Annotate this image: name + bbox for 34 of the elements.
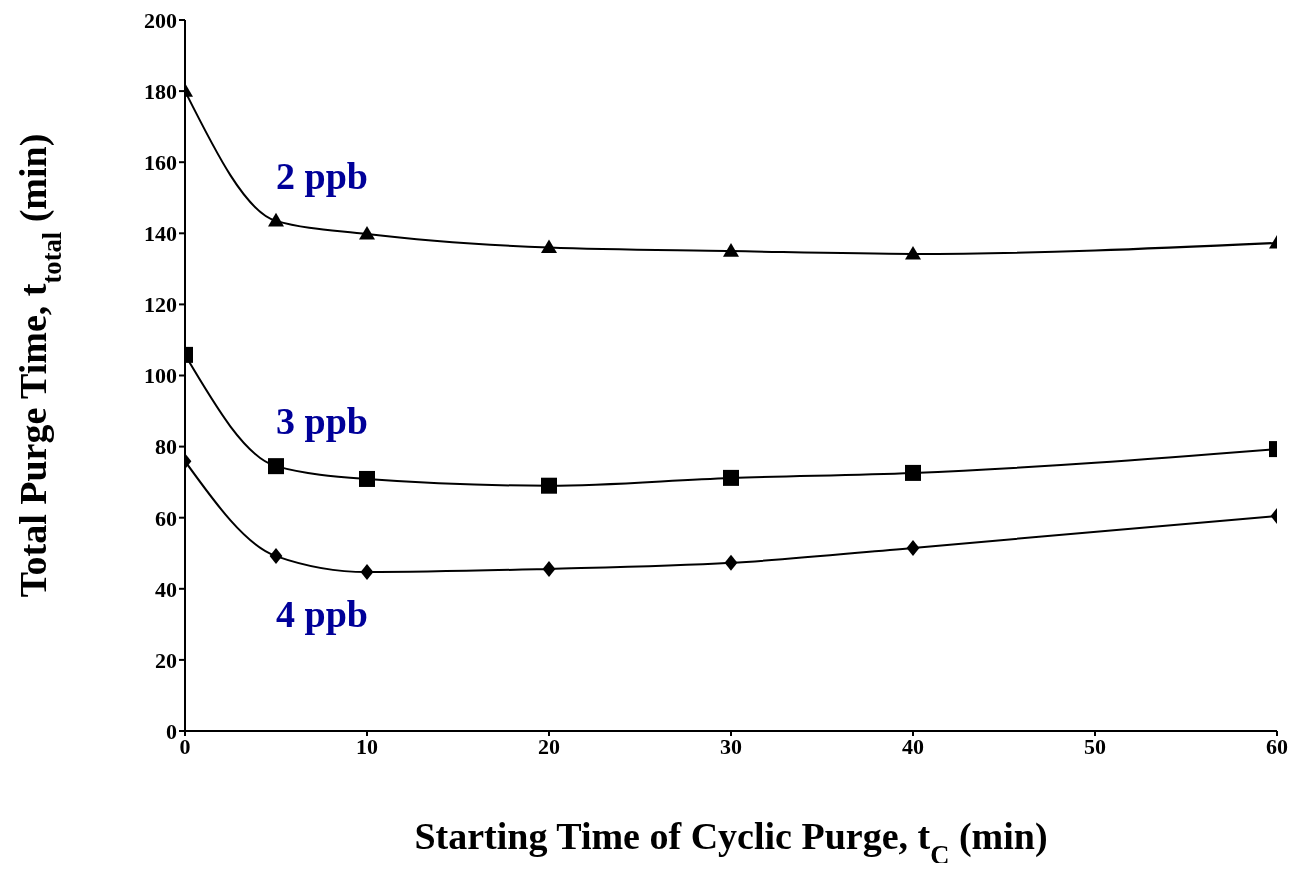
- x-tick-label: 30: [720, 733, 742, 759]
- x-tick-label: 60: [1266, 733, 1288, 759]
- y-tick-label: 100: [144, 363, 177, 389]
- y-tick-label: 180: [144, 78, 177, 104]
- x-tick-label: 40: [902, 733, 924, 759]
- y-tick-label: 120: [144, 292, 177, 318]
- point: [359, 470, 375, 487]
- x-tick-label: 20: [538, 733, 560, 759]
- point: [723, 243, 739, 257]
- point: [360, 564, 374, 581]
- y-tick-label: 200: [144, 7, 177, 33]
- series-label: 4 ppb: [276, 593, 368, 636]
- y-tick-label: 60: [155, 505, 177, 531]
- x-tick-label: 50: [1084, 733, 1106, 759]
- point: [905, 464, 921, 481]
- point: [541, 477, 557, 494]
- y-tick-label: 160: [144, 150, 177, 176]
- y-tick-label: 40: [155, 576, 177, 602]
- point: [723, 469, 739, 486]
- point: [359, 226, 375, 240]
- y-tick-label: 20: [155, 647, 177, 673]
- point: [268, 458, 284, 475]
- point: [906, 539, 920, 556]
- point: [724, 554, 738, 571]
- point: [905, 245, 921, 260]
- point: [541, 239, 557, 254]
- point: [268, 212, 284, 227]
- point: [269, 548, 283, 565]
- y-tick-label: 80: [155, 434, 177, 460]
- series-label: 3 ppb: [276, 399, 368, 442]
- point: [542, 560, 556, 577]
- x-tick-label: 10: [356, 733, 378, 759]
- y-tick-label: 140: [144, 221, 177, 247]
- series-label: 2 ppb: [276, 155, 368, 198]
